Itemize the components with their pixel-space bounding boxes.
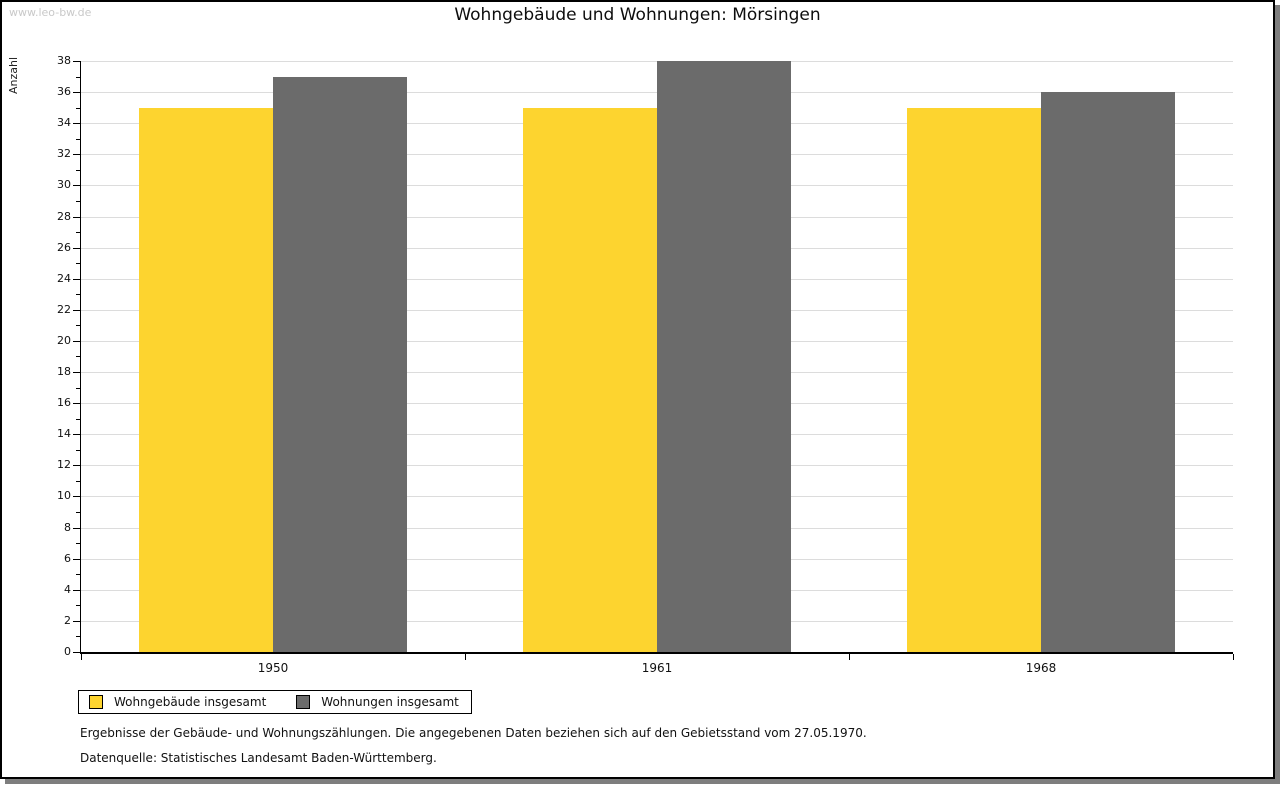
y-major-tick <box>73 496 80 497</box>
x-tick <box>81 654 82 660</box>
y-minor-tick <box>76 388 80 389</box>
y-major-tick <box>73 559 80 560</box>
y-major-tick <box>73 434 80 435</box>
y-minor-tick <box>76 512 80 513</box>
series-wohngebaeude-swatch-icon <box>89 695 103 709</box>
bar-1968-series-2 <box>1041 92 1175 652</box>
y-minor-tick <box>76 201 80 202</box>
y-major-tick <box>73 217 80 218</box>
y-major-tick <box>73 528 80 529</box>
chart-title: Wohngebäude und Wohnungen: Mörsingen <box>454 5 821 25</box>
y-tick-label: 26 <box>57 241 71 254</box>
legend-item-wohnungen: Wohnungen insgesamt <box>296 695 459 709</box>
y-minor-tick <box>76 77 80 78</box>
y-major-tick <box>73 61 80 62</box>
bar-1950-series-1 <box>139 108 273 652</box>
series-wohnungen-swatch-icon <box>296 695 311 709</box>
y-major-tick <box>73 154 80 155</box>
y-minor-tick <box>76 543 80 544</box>
y-minor-tick <box>76 170 80 171</box>
x-tick <box>1233 654 1234 660</box>
y-major-tick <box>73 123 80 124</box>
y-minor-tick <box>76 139 80 140</box>
y-tick-label: 18 <box>57 365 71 378</box>
y-tick-label: 30 <box>57 178 71 191</box>
y-minor-tick <box>76 232 80 233</box>
y-tick-label: 34 <box>57 116 71 129</box>
y-tick-label: 36 <box>57 85 71 98</box>
y-minor-tick <box>76 419 80 420</box>
y-minor-tick <box>76 356 80 357</box>
x-tick-label: 1950 <box>257 661 289 675</box>
y-major-tick <box>73 185 80 186</box>
y-major-tick <box>73 465 80 466</box>
y-minor-tick <box>76 294 80 295</box>
y-major-tick <box>73 372 80 373</box>
y-minor-tick <box>76 108 80 109</box>
y-tick-label: 22 <box>57 303 71 316</box>
x-tick-label: 1968 <box>1025 661 1057 675</box>
y-tick-label: 32 <box>57 147 71 160</box>
y-tick-label: 0 <box>64 645 71 658</box>
y-major-tick <box>73 652 80 653</box>
legend-label-wohngebaeude: Wohngebäude insgesamt <box>114 695 267 709</box>
bar-1961-series-1 <box>523 108 657 652</box>
footnote-data-source: Datenquelle: Statistisches Landesamt Bad… <box>80 751 437 765</box>
y-tick-label: 10 <box>57 489 71 502</box>
y-tick-label: 6 <box>64 552 71 565</box>
y-major-tick <box>73 403 80 404</box>
x-tick-label: 1961 <box>641 661 673 675</box>
plot-area: 0 2 4 6 8 10 12 14 16 18 20 22 24 26 28 30 32 34 36 38 1950 1… <box>57 54 1234 675</box>
y-major-tick <box>73 341 80 342</box>
y-tick-label: 12 <box>57 458 71 471</box>
y-axis-title: Anzahl <box>7 56 20 94</box>
x-tick <box>849 654 850 660</box>
y-major-tick <box>73 590 80 591</box>
y-tick-label: 16 <box>57 396 71 409</box>
y-minor-tick <box>76 263 80 264</box>
y-minor-tick <box>76 450 80 451</box>
y-tick-label: 24 <box>57 272 71 285</box>
y-tick-label: 14 <box>57 427 71 440</box>
x-tick <box>465 654 466 660</box>
y-tick-label: 8 <box>64 521 71 534</box>
y-tick-label: 38 <box>57 54 71 67</box>
y-major-tick <box>73 279 80 280</box>
bar-1950-series-2 <box>273 77 407 652</box>
legend-item-wohngebaeude: Wohngebäude insgesamt <box>89 695 266 709</box>
y-minor-tick <box>76 325 80 326</box>
bar-1968-series-1 <box>907 108 1041 652</box>
bar-1961-series-2 <box>657 61 791 652</box>
legend-label-wohnungen: Wohnungen insgesamt <box>321 695 459 709</box>
y-tick-label: 20 <box>57 334 71 347</box>
y-minor-tick <box>76 574 80 575</box>
y-tick-label: 2 <box>64 614 71 627</box>
y-tick-label: 4 <box>64 583 71 596</box>
y-minor-tick <box>76 636 80 637</box>
legend: Wohngebäude insgesamt Wohnungen insgesam… <box>78 690 472 714</box>
y-major-tick <box>73 310 80 311</box>
y-minor-tick <box>76 481 80 482</box>
y-tick-label: 28 <box>57 210 71 223</box>
y-major-tick <box>73 92 80 93</box>
y-minor-tick <box>76 605 80 606</box>
y-major-tick <box>73 248 80 249</box>
footnote-source-note: Ergebnisse der Gebäude- und Wohnungszähl… <box>80 726 867 740</box>
y-major-tick <box>73 621 80 622</box>
watermark-text: www.leo-bw.de <box>9 6 92 19</box>
